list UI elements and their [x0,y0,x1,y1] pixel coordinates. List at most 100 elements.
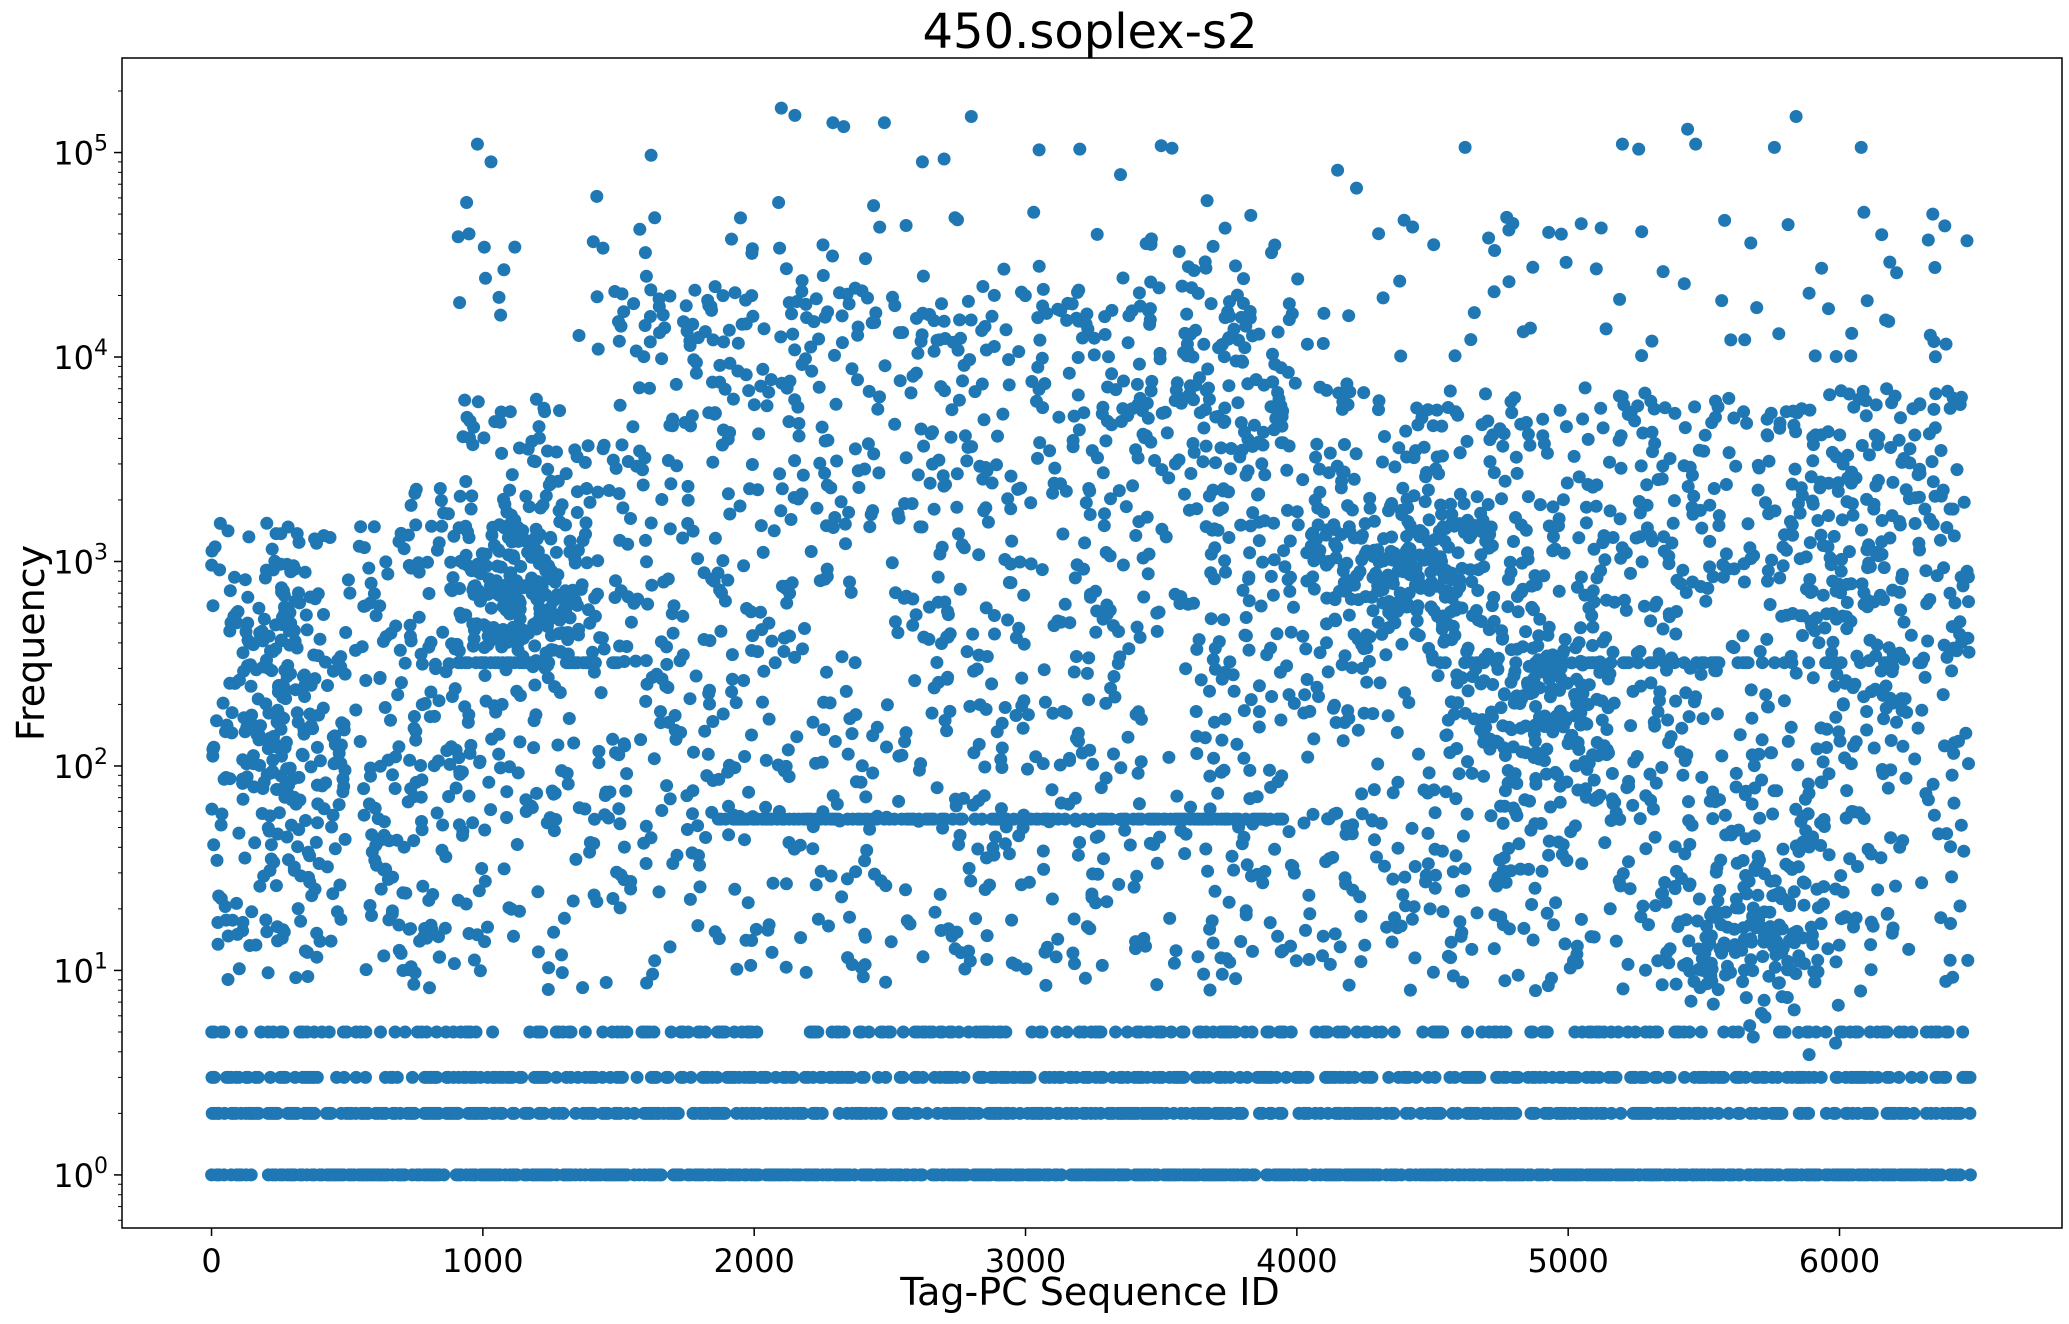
data-point-3447 [232,962,246,976]
data-point-3043 [211,937,225,951]
data-point-3887 [299,608,313,622]
data-point-2494 [893,374,907,388]
data-point-3396 [1190,747,1204,760]
data-point-4429 [1822,848,1836,862]
data-point-3836 [1643,767,1657,781]
data-point-4460 [1069,814,1083,828]
data-point-4691 [508,591,522,605]
data-point-4109 [693,880,707,894]
data-point-2391 [637,836,651,850]
data-point-2094 [1354,955,1368,969]
data-point-2134 [737,559,751,573]
data-point-3458 [211,916,225,929]
data-point-4992 [1443,746,1457,760]
data-point-3014 [1644,394,1658,408]
data-point-4134 [337,723,351,737]
data-point-4472 [1666,516,1680,530]
data-point-1838 [592,744,606,758]
data-point-4135 [666,412,680,426]
data-point-3436 [739,293,753,307]
data-point-4768 [1334,481,1348,495]
data-point-3481 [999,323,1013,337]
data-point-3890 [1867,741,1881,755]
data-point-4343 [1218,712,1232,726]
data-point-1725 [1802,656,1816,670]
data-point-3197 [977,413,991,427]
data-point-3462 [647,752,661,766]
data-point-3806 [1622,855,1635,869]
data-point-2401 [1761,574,1774,588]
data-point-3112 [245,905,259,919]
data-point-3916 [1328,927,1342,941]
data-point-1562 [955,812,969,826]
data-point-3971 [1187,596,1200,610]
data-point-2260 [401,795,415,809]
data-point-3170 [1791,758,1805,772]
data-point-3152 [722,828,736,842]
data-point-2750 [930,656,944,669]
data-point-3136 [1239,611,1253,624]
data-point-4755 [1345,661,1359,675]
data-point-957 [337,1070,351,1084]
data-point-4013 [1741,517,1755,531]
data-point-2366 [1470,490,1484,504]
data-point-4253 [861,437,875,451]
data-point-1896 [1045,892,1059,906]
data-point-2980 [742,785,756,799]
data-point-1778 [422,587,436,600]
data-point-4440 [648,954,662,968]
data-point-3885 [1129,529,1143,542]
data-point-3353 [587,837,601,850]
data-point-3530 [646,967,660,981]
data-point-3449 [752,427,766,441]
data-point-4280 [357,541,371,555]
data-point-4505 [1590,571,1604,585]
data-point-4879 [1436,616,1450,630]
data-point-4442 [721,573,735,587]
data-point-4224 [1019,962,1033,976]
data-point-4486 [681,479,695,493]
data-point-2956 [1127,880,1141,894]
data-point-3168 [442,657,456,671]
data-point-2800 [1676,563,1690,577]
data-point-4957 [1421,786,1435,800]
data-point-3500 [703,697,716,711]
data-point-4837 [1354,531,1368,545]
data-point-3391 [1657,544,1671,558]
data-point-3261 [495,446,509,460]
data-point-864 [1614,1106,1628,1120]
data-point-2162 [786,327,800,341]
data-point-4404 [995,761,1009,774]
data-point-4387 [1454,884,1468,898]
data-point-3293 [988,627,1001,641]
data-point-3586 [1089,625,1103,639]
data-point-3787 [1001,613,1015,627]
data-point-1137 [1270,1070,1283,1084]
data-point-2535 [1488,908,1502,922]
data-point-4091 [445,690,459,703]
data-point-4339 [225,706,239,720]
data-point-4622 [537,605,551,619]
data-point-2599 [1715,749,1729,763]
data-point-4028 [963,699,977,713]
data-point-4004 [1271,325,1285,339]
data-point-1880 [878,359,892,373]
data-point-4159 [1954,570,1968,584]
data-point-1803 [872,466,886,480]
data-point-2580 [1242,570,1256,584]
data-point-2349 [510,838,524,851]
data-point-3784 [1883,531,1897,545]
data-point-3518 [895,748,909,762]
data-point-1180 [1511,1070,1525,1084]
data-point-2108 [980,953,994,966]
data-point-3277 [323,531,337,544]
data-point-3693 [1036,282,1050,296]
data-point-1292 [420,1025,434,1039]
data-point-3814 [899,883,912,897]
data-point-2001 [1753,645,1767,658]
data-point-4072 [778,579,792,593]
data-point-4321 [1506,801,1520,815]
data-point-3502 [294,914,308,928]
data-point-4856 [1409,578,1422,592]
data-point-3550 [1211,786,1225,800]
